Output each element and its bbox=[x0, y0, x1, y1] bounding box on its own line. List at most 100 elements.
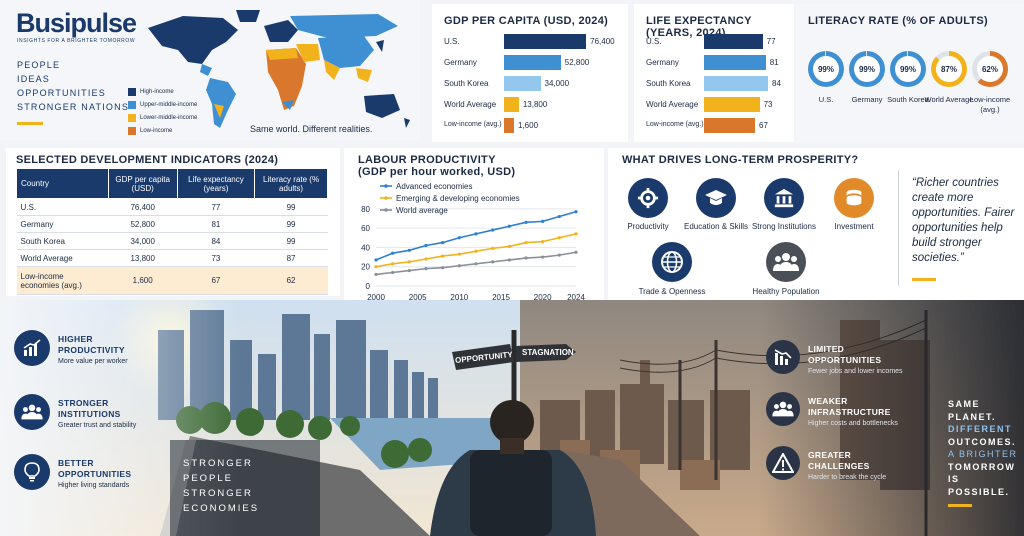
series-point bbox=[474, 262, 478, 266]
y-tick-label: 60 bbox=[361, 224, 370, 233]
literacy-ring: 99% bbox=[849, 51, 885, 87]
series-point bbox=[457, 236, 461, 240]
literacy-ring: 87% bbox=[931, 51, 967, 87]
people-icon bbox=[766, 242, 806, 282]
growth-chart-icon bbox=[14, 330, 50, 366]
table-cell: U.S. bbox=[16, 198, 109, 216]
series-point bbox=[374, 272, 378, 277]
indicators-table-panel: SELECTED DEVELOPMENT INDICATORS (2024) C… bbox=[6, 148, 340, 296]
series-point bbox=[441, 266, 445, 270]
table-cell: 62 bbox=[254, 266, 328, 295]
series-point bbox=[374, 265, 378, 269]
series-point bbox=[441, 240, 445, 245]
literacy-panel: LITERACY RATE (% OF ADULTS) 99% U.S. 99% Ge… bbox=[796, 4, 1024, 142]
chart-title: GDP PER CAPITA (USD, 2024) bbox=[444, 15, 609, 27]
literacy-label: Low-income (avg.) bbox=[969, 95, 1011, 114]
y-tick-label: 0 bbox=[366, 282, 371, 291]
benefit-sub: Greater trust and stability bbox=[58, 422, 137, 429]
driver-label: Investment bbox=[834, 222, 874, 231]
bar-value-label: 13,800 bbox=[522, 100, 548, 109]
benefit-item: STRONGER INSTITUTIONS Greater trust and s… bbox=[14, 394, 138, 430]
series-point bbox=[524, 240, 528, 245]
globe-icon bbox=[652, 242, 692, 282]
series-point bbox=[374, 258, 378, 262]
series-point bbox=[424, 257, 428, 261]
bar-category-label: U.S. bbox=[444, 37, 460, 46]
series-point bbox=[557, 253, 561, 257]
table-cell: 52,800 bbox=[108, 215, 178, 233]
legend-label: Emerging & developing economies bbox=[396, 194, 520, 203]
series-point bbox=[507, 244, 511, 249]
table-cell: 84 bbox=[177, 232, 255, 250]
bar-value-label: 52,800 bbox=[564, 58, 590, 67]
challenge-title: WEAKER INFRASTRUCTURE bbox=[808, 396, 891, 417]
literacy-ring: 62% bbox=[972, 51, 1008, 87]
benefit-title: BETTER OPPORTUNITIES bbox=[58, 458, 132, 479]
challenge-title: GREATER CHALLENGES bbox=[808, 450, 870, 471]
series-point bbox=[541, 240, 545, 244]
contrast-scene: OPPORTUNITY STAGNATION HIGHER PRODUCTIVI… bbox=[0, 300, 1024, 536]
table-cell: 76,400 bbox=[108, 198, 178, 216]
challenge-sub: Harder to break the cycle bbox=[808, 474, 887, 481]
challenge-sub: Fewer jobs and lower incomes bbox=[808, 368, 903, 375]
bar bbox=[704, 76, 768, 91]
slogan-line: IS POSSIBLE. bbox=[948, 474, 1010, 497]
lightbulb-icon bbox=[14, 454, 50, 490]
accent-bar bbox=[912, 278, 936, 281]
driver-label: Education & Skills bbox=[683, 222, 749, 231]
bar-category-label: World Average bbox=[646, 100, 699, 109]
chart-subtitle: (GDP per hour worked, USD) bbox=[358, 166, 516, 178]
bar bbox=[504, 55, 561, 70]
mantra-line: IDEAS bbox=[17, 74, 51, 84]
chart-title: LITERACY RATE (% OF ADULTS) bbox=[808, 15, 989, 27]
table-cell: 87 bbox=[254, 249, 328, 267]
legend-label: World average bbox=[396, 206, 448, 215]
bar-category-label: U.S. bbox=[646, 37, 662, 46]
series-point bbox=[491, 228, 495, 232]
accent-bar bbox=[17, 122, 43, 125]
bar-category-label: Low-income (avg.) bbox=[646, 121, 704, 128]
slogan-line: PEOPLE bbox=[183, 473, 234, 484]
productivity-chart-panel: LABOUR PRODUCTIVITY (GDP per hour worked… bbox=[344, 148, 604, 310]
table-cell: World Average bbox=[16, 249, 109, 267]
column-header: GDP per capita (USD) bbox=[107, 168, 178, 199]
literacy-value: 87% bbox=[936, 56, 962, 82]
series-point bbox=[474, 249, 478, 253]
table-cell: 13,800 bbox=[108, 249, 178, 267]
bar bbox=[704, 118, 756, 133]
table-cell: 99 bbox=[254, 198, 328, 216]
challenge-item: LIMITED OPPORTUNITIES Fewer jobs and lowe… bbox=[766, 340, 903, 375]
bar bbox=[504, 34, 587, 49]
slogan-line: SAME bbox=[948, 399, 981, 409]
bar bbox=[504, 97, 519, 112]
series-point bbox=[557, 236, 561, 240]
table-row: Germany 52,800 81 99 bbox=[16, 215, 328, 233]
driver-label: Strong Institutions bbox=[751, 222, 817, 231]
literacy-label: South Korea bbox=[887, 95, 929, 104]
bar-value-label: 34,000 bbox=[544, 79, 570, 88]
benefit-item: BETTER OPPORTUNITIES Higher living standa… bbox=[14, 454, 168, 490]
bar-value-label: 1,600 bbox=[518, 121, 539, 130]
map-caption: Same world. Different realities. bbox=[250, 124, 373, 134]
legend-swatch bbox=[128, 114, 136, 122]
challenge-item: GREATER CHALLENGES Harder to break the cy… bbox=[766, 446, 898, 481]
series-point bbox=[491, 246, 495, 250]
bar-category-label: Germany bbox=[444, 58, 477, 67]
benefit-title: STRONGER INSTITUTIONS bbox=[58, 398, 121, 419]
drivers-panel: WHAT DRIVES LONG-TERM PROSPERITY? Produc… bbox=[608, 148, 1024, 308]
x-tick-label: 2015 bbox=[492, 293, 510, 302]
bar bbox=[704, 34, 763, 49]
map-legend-item: Upper-middle-income bbox=[128, 101, 197, 109]
driver-label: Healthy Population bbox=[752, 287, 820, 296]
column-header: Country bbox=[16, 168, 109, 199]
literacy-value: 99% bbox=[854, 56, 880, 82]
mantra-line: PEOPLE bbox=[17, 60, 61, 70]
table-cell: 77 bbox=[177, 198, 255, 216]
slogan-line: STRONGER bbox=[183, 488, 253, 499]
series-point bbox=[524, 256, 528, 260]
table-cell: 1,600 bbox=[108, 266, 178, 295]
table-row: Low-income economies (avg.) 1,600 67 62 bbox=[16, 266, 328, 295]
traveler-figure bbox=[430, 400, 596, 536]
table-cell: Germany bbox=[16, 215, 109, 233]
left-slogan: STRONGER PEOPLE STRONGER ECONOMIES bbox=[183, 456, 259, 516]
